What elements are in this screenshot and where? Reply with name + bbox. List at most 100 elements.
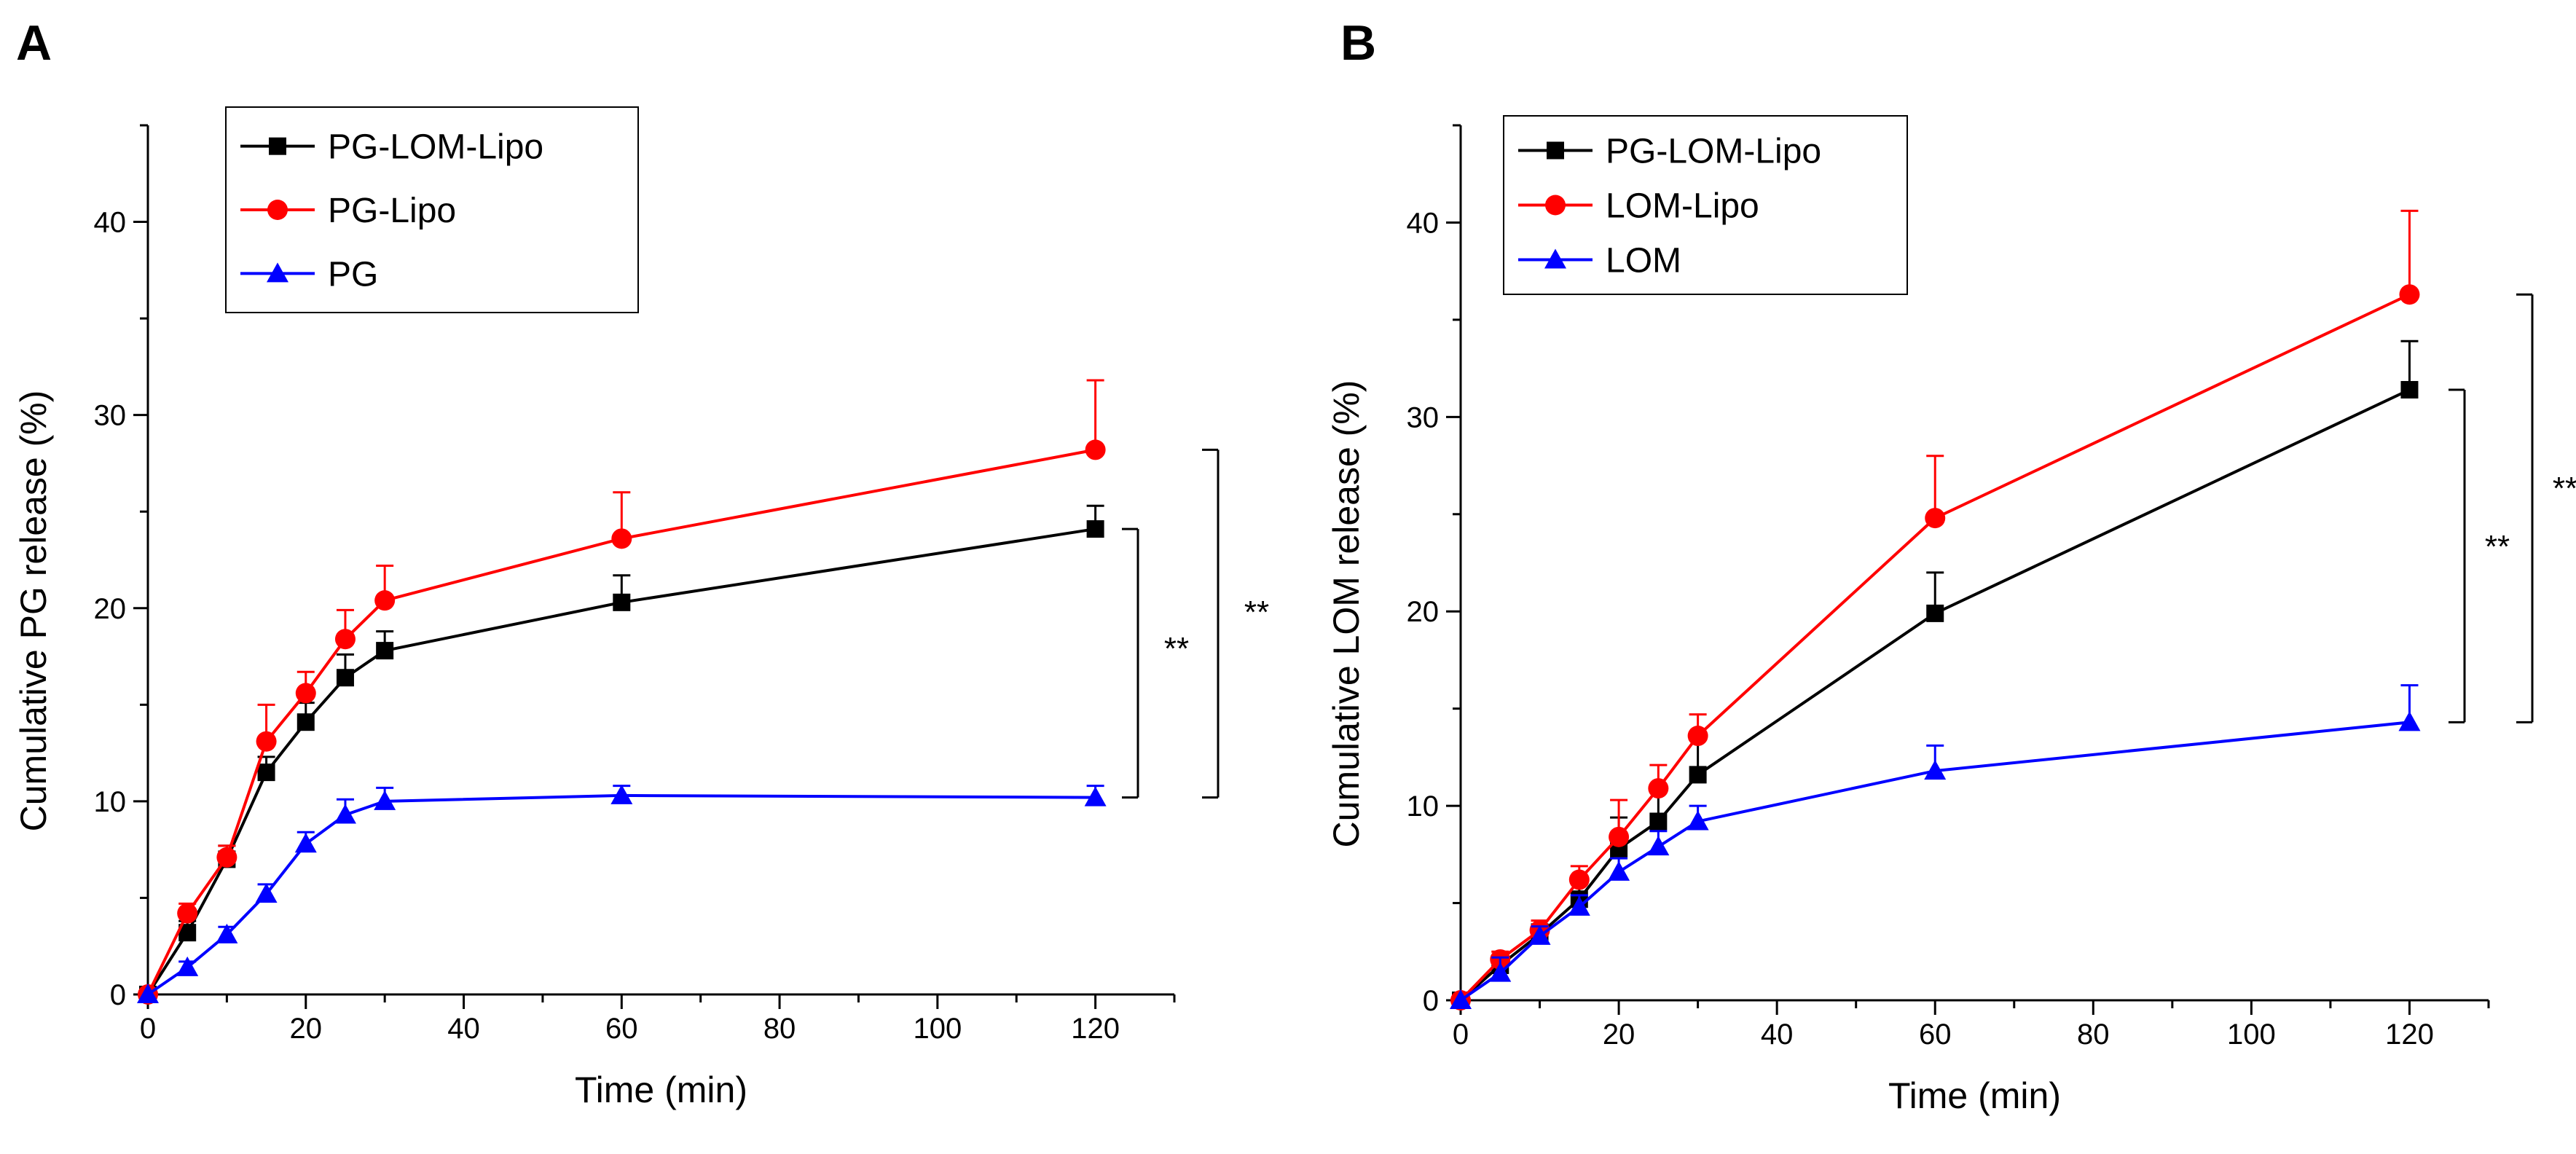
data-point (2400, 380, 2419, 399)
data-point (295, 683, 316, 704)
data-point (1568, 895, 1590, 916)
panel-label: A (16, 15, 52, 71)
legend-label: LOM (1606, 242, 1681, 280)
legend-label: LOM-Lipo (1606, 187, 1759, 226)
y-tick-label: 10 (1407, 790, 1440, 823)
panel-label: B (1340, 15, 1376, 71)
legend-label: PG-LOM-Lipo (1606, 133, 1821, 171)
data-point (1925, 508, 1946, 529)
x-tick-label: 0 (140, 1013, 156, 1045)
data-point (176, 956, 199, 976)
data-point (1647, 836, 1670, 856)
legend-marker (269, 137, 286, 155)
data-point (1689, 766, 1707, 784)
significance-label: ** (2485, 529, 2510, 565)
y-tick-label: 20 (1407, 596, 1440, 628)
x-tick-label: 60 (1919, 1018, 1952, 1051)
y-axis-title: Cumulative PG release (%) (13, 390, 54, 832)
legend-label: PG (328, 255, 378, 294)
data-point (2399, 284, 2420, 305)
y-tick-label: 0 (1423, 985, 1439, 1017)
significance-bracket: ** (1122, 527, 1189, 799)
data-point (334, 629, 356, 650)
legend-marker (267, 200, 288, 220)
x-tick-label: 20 (290, 1013, 323, 1045)
significance-bracket: ** (2516, 293, 2576, 723)
chart-panel-b: B 0 20 40 60 80 100 120 0 10 20 30 40 Time (min) Cumul… (1326, 15, 2576, 1116)
data-point (216, 847, 237, 868)
y-tick-label: 0 (110, 979, 126, 1011)
data-point (1649, 812, 1668, 831)
data-point (1568, 869, 1590, 890)
data-point (1608, 860, 1630, 881)
x-tick-label: 0 (1453, 1018, 1469, 1051)
data-point (1085, 439, 1106, 460)
data-point (1609, 826, 1630, 847)
data-point (257, 764, 275, 782)
significance-bracket: ** (2449, 388, 2510, 723)
data-point (1450, 989, 1472, 1009)
data-point (613, 593, 631, 611)
data-point (1686, 810, 1709, 831)
x-tick-label: 40 (447, 1013, 480, 1045)
legend: PG-LOM-Lipo LOM-Lipo LOM (1503, 115, 1908, 295)
data-point (1489, 962, 1512, 982)
legend-item: PG-Lipo (240, 192, 456, 230)
data-point (1924, 760, 1947, 780)
legend-marker (267, 262, 288, 283)
legend-item: PG-LOM-Lipo (240, 128, 543, 167)
series-pg-lom-lipo (1452, 339, 2419, 1009)
data-point (1926, 604, 1944, 622)
legend-label: PG-Lipo (328, 192, 456, 230)
data-point (256, 731, 277, 752)
data-point (374, 590, 396, 611)
data-point (137, 984, 159, 1003)
x-tick-label: 60 (605, 1013, 638, 1045)
significance-label: ** (1164, 631, 1189, 667)
x-tick-label: 100 (913, 1013, 962, 1045)
series-pg (137, 784, 1107, 1003)
data-point (1086, 520, 1104, 538)
legend-item: LOM (1518, 242, 1681, 280)
x-axis-title: Time (min) (1888, 1075, 2061, 1116)
data-point (255, 883, 278, 903)
data-point (336, 669, 354, 687)
data-point (611, 528, 632, 549)
chart-panel-a: A 0 20 40 60 80 100 120 0 10 20 30 40 Time (min) Cumul… (13, 15, 1269, 1110)
x-tick-label: 120 (2385, 1018, 2434, 1051)
y-tick-label: 30 (1407, 401, 1440, 433)
series-pg-lipo (138, 379, 1106, 1005)
legend-item: PG (240, 255, 378, 294)
data-point (297, 713, 315, 731)
x-tick-label: 80 (763, 1013, 796, 1045)
y-tick-label: 10 (94, 786, 127, 818)
x-tick-label: 40 (1761, 1018, 1794, 1051)
data-point (1528, 925, 1551, 945)
data-point (177, 903, 198, 924)
y-tick-label: 30 (94, 400, 127, 432)
series-line (1459, 293, 2411, 1002)
series-pg-lom-lipo (139, 504, 1104, 1003)
data-point (294, 833, 317, 853)
legend-marker (1545, 195, 1566, 216)
y-axis-title: Cumulative LOM release (%) (1326, 380, 1367, 848)
y-tick-label: 40 (1407, 207, 1440, 239)
series-lom (1450, 684, 2421, 1009)
data-point (1687, 726, 1708, 747)
legend-marker (1547, 141, 1564, 160)
legend-marker (1544, 248, 1566, 269)
data-point (334, 804, 356, 824)
data-point (376, 642, 394, 660)
x-tick-label: 120 (1071, 1013, 1120, 1045)
x-tick-label: 20 (1603, 1018, 1635, 1051)
data-point (610, 784, 633, 804)
x-tick-label: 80 (2077, 1018, 2110, 1051)
significance-label: ** (2553, 471, 2576, 506)
y-tick-label: 40 (94, 207, 127, 239)
legend-item: LOM-Lipo (1518, 187, 1759, 226)
data-point (374, 790, 396, 810)
legend: PG-LOM-Lipo PG-Lipo PG (225, 106, 639, 313)
y-tick-label: 20 (94, 593, 127, 625)
data-point (2398, 711, 2421, 731)
